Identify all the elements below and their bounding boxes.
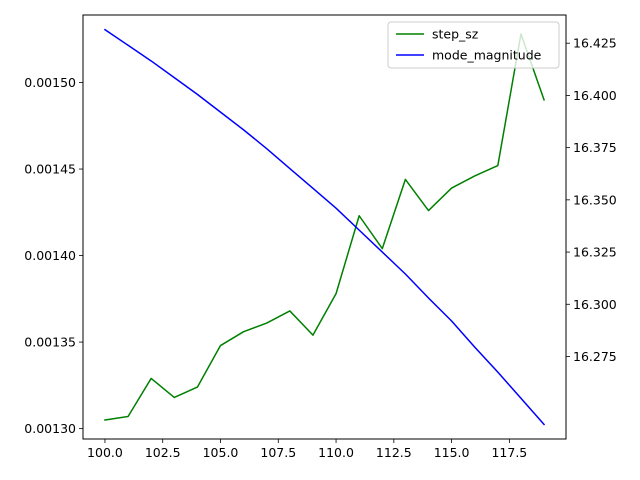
x-tick-label: 112.5 [376,445,412,460]
x-axis: 100.0 102.5 105.0 107.5 110.0 112.5 115.0 117.5 [87,439,527,460]
left-y-tick-label: 0.00145 [24,162,76,177]
legend-label-step-sz: step_sz [432,27,479,42]
x-tick-label: 110.0 [318,445,354,460]
series-lines [103,28,546,426]
x-tick-label: 107.5 [260,445,296,460]
right-y-tick-label: 16.400 [573,88,617,103]
right-y-tick-label: 16.375 [573,140,617,155]
right-y-tick-label: 16.325 [573,245,617,260]
legend-box [387,21,560,69]
left-y-tick-label: 0.00135 [24,335,76,350]
left-y-tick-label: 0.00140 [24,248,76,263]
x-tick-label: 100.0 [87,445,123,460]
plot-area [83,15,566,439]
x-tick-label: 117.5 [491,445,527,460]
left-y-tick-label: 0.00130 [24,421,76,436]
x-tick-label: 102.5 [145,445,181,460]
right-y-tick-label: 16.275 [573,349,617,364]
legend-label-mode-magnitude: mode_magnitude [432,48,542,63]
series-line-mode-magnitude [103,28,546,426]
x-tick-label: 105.0 [203,445,239,460]
right-y-tick-label: 16.300 [573,297,617,312]
x-tick-label: 115.0 [434,445,470,460]
series-line-step-sz [104,33,546,421]
plot-frame [82,14,567,440]
right-y-tick-label: 16.350 [573,192,617,207]
legend: step_sz mode_magnitude [387,21,560,69]
left-y-axis: 0.00130 0.00135 0.00140 0.00145 0.00150 [24,75,83,436]
right-y-tick-label: 16.425 [573,36,617,51]
right-y-axis: 16.275 16.300 16.325 16.350 16.375 16.400 16.4… [566,36,617,364]
left-y-tick-label: 0.00150 [24,75,76,90]
